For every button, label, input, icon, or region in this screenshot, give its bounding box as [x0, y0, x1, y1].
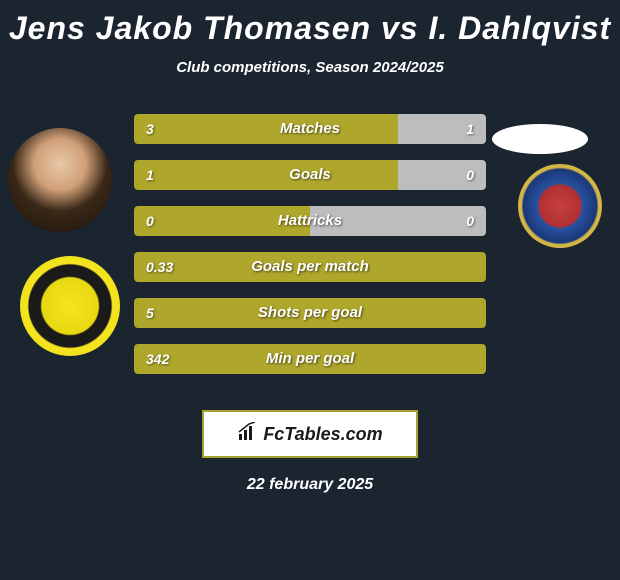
brand-box[interactable]: FcTables.com — [202, 410, 418, 458]
stat-row: 342Min per goal — [134, 344, 486, 374]
date-label: 22 february 2025 — [0, 476, 620, 494]
stat-row: 0.33Goals per match — [134, 252, 486, 282]
stat-label: Matches — [134, 114, 486, 144]
brand-text: FcTables.com — [263, 424, 382, 445]
stat-value-right: 0 — [466, 160, 474, 190]
stat-row: 5Shots per goal — [134, 298, 486, 328]
stat-value-right: 0 — [466, 206, 474, 236]
stat-label: Goals — [134, 160, 486, 190]
player-right-avatar — [492, 124, 588, 154]
stat-label: Min per goal — [134, 344, 486, 374]
stat-row: 0Hattricks0 — [134, 206, 486, 236]
stat-row: 1Goals0 — [134, 160, 486, 190]
club-left-logo — [20, 256, 120, 356]
stat-label: Shots per goal — [134, 298, 486, 328]
page-title: Jens Jakob Thomasen vs I. Dahlqvist — [0, 0, 620, 47]
stat-value-right: 1 — [466, 114, 474, 144]
stats-area: 3Matches11Goals00Hattricks00.33Goals per… — [0, 106, 620, 396]
stat-bars: 3Matches11Goals00Hattricks00.33Goals per… — [134, 114, 486, 390]
stat-label: Hattricks — [134, 206, 486, 236]
chart-icon — [237, 422, 259, 447]
subtitle: Club competitions, Season 2024/2025 — [0, 59, 620, 76]
player-left-avatar — [8, 128, 112, 232]
stat-row: 3Matches1 — [134, 114, 486, 144]
stat-label: Goals per match — [134, 252, 486, 282]
club-right-logo — [518, 164, 602, 248]
